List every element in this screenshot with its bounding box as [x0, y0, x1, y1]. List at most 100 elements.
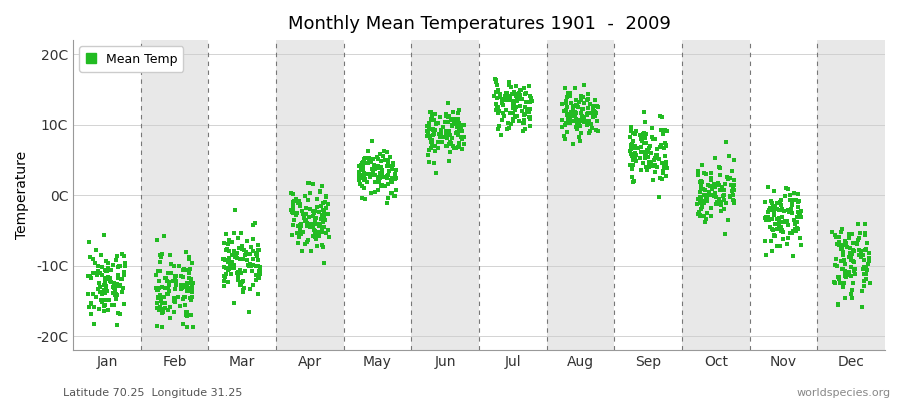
- Point: [96, 232, 111, 238]
- Point: [645, 136, 660, 142]
- Point: [493, 94, 508, 100]
- Point: [450, 124, 464, 130]
- Point: [507, 102, 521, 108]
- Point: [523, 123, 537, 129]
- Point: [452, 140, 466, 146]
- Point: [559, 107, 573, 113]
- Point: [770, 243, 785, 249]
- Point: [428, 127, 442, 133]
- Point: [644, 160, 659, 167]
- Point: [448, 121, 463, 127]
- Point: [692, 194, 706, 200]
- Point: [694, 182, 708, 189]
- Point: [444, 117, 458, 124]
- Point: [655, 159, 670, 166]
- Point: [646, 163, 661, 169]
- Point: [724, 168, 739, 174]
- Point: [523, 106, 537, 112]
- Point: [568, 118, 582, 124]
- Point: [640, 164, 654, 170]
- Point: [724, 182, 738, 188]
- Point: [848, 266, 862, 272]
- Point: [109, 257, 123, 264]
- Point: [112, 275, 126, 282]
- Point: [562, 114, 577, 120]
- Point: [563, 109, 578, 115]
- Point: [303, 248, 318, 254]
- Point: [658, 140, 672, 147]
- Point: [634, 144, 648, 150]
- Point: [568, 109, 582, 115]
- Point: [583, 127, 598, 134]
- Point: [659, 142, 673, 149]
- Point: [307, 210, 321, 216]
- Point: [694, 200, 708, 206]
- Point: [835, 249, 850, 255]
- Point: [693, 198, 707, 204]
- Point: [228, 250, 242, 257]
- Point: [491, 108, 506, 114]
- Point: [700, 192, 715, 198]
- Point: [759, 217, 773, 223]
- Point: [166, 278, 181, 284]
- Point: [428, 131, 442, 137]
- Point: [776, 229, 790, 235]
- Point: [704, 213, 718, 219]
- Point: [164, 270, 178, 276]
- Point: [649, 152, 663, 158]
- Point: [508, 107, 522, 113]
- Point: [380, 157, 394, 164]
- Point: [828, 231, 842, 238]
- Point: [242, 309, 256, 315]
- Point: [227, 265, 241, 271]
- Point: [439, 112, 454, 119]
- Point: [494, 132, 508, 138]
- Point: [363, 174, 377, 180]
- Point: [570, 126, 584, 132]
- Point: [104, 278, 118, 284]
- Point: [176, 281, 191, 288]
- Point: [791, 198, 806, 204]
- Point: [768, 233, 782, 240]
- Point: [554, 101, 569, 107]
- Point: [694, 206, 708, 213]
- Point: [573, 130, 588, 136]
- Point: [830, 263, 844, 270]
- Point: [241, 251, 256, 258]
- Point: [221, 267, 236, 274]
- Point: [444, 132, 458, 139]
- Point: [285, 208, 300, 214]
- Point: [82, 304, 96, 310]
- Point: [154, 297, 168, 304]
- Point: [168, 296, 183, 303]
- Point: [775, 206, 789, 213]
- Point: [424, 109, 438, 116]
- Point: [233, 266, 248, 273]
- Bar: [817, 40, 885, 350]
- Point: [320, 201, 335, 208]
- Point: [855, 287, 869, 294]
- Point: [644, 150, 658, 156]
- Point: [362, 158, 376, 164]
- Point: [638, 152, 652, 158]
- Point: [659, 163, 673, 169]
- Point: [634, 136, 648, 142]
- Point: [360, 170, 374, 177]
- Point: [93, 289, 107, 295]
- Point: [101, 307, 115, 313]
- Point: [857, 283, 871, 289]
- Point: [716, 192, 731, 198]
- Point: [421, 133, 436, 139]
- Point: [184, 312, 198, 318]
- Point: [518, 104, 533, 110]
- Point: [774, 197, 788, 204]
- Point: [647, 157, 662, 163]
- Point: [490, 95, 504, 102]
- Point: [239, 257, 254, 263]
- Point: [842, 268, 856, 275]
- Point: [436, 124, 450, 130]
- Point: [163, 252, 177, 258]
- Point: [81, 273, 95, 280]
- Point: [697, 200, 711, 206]
- Point: [586, 103, 600, 110]
